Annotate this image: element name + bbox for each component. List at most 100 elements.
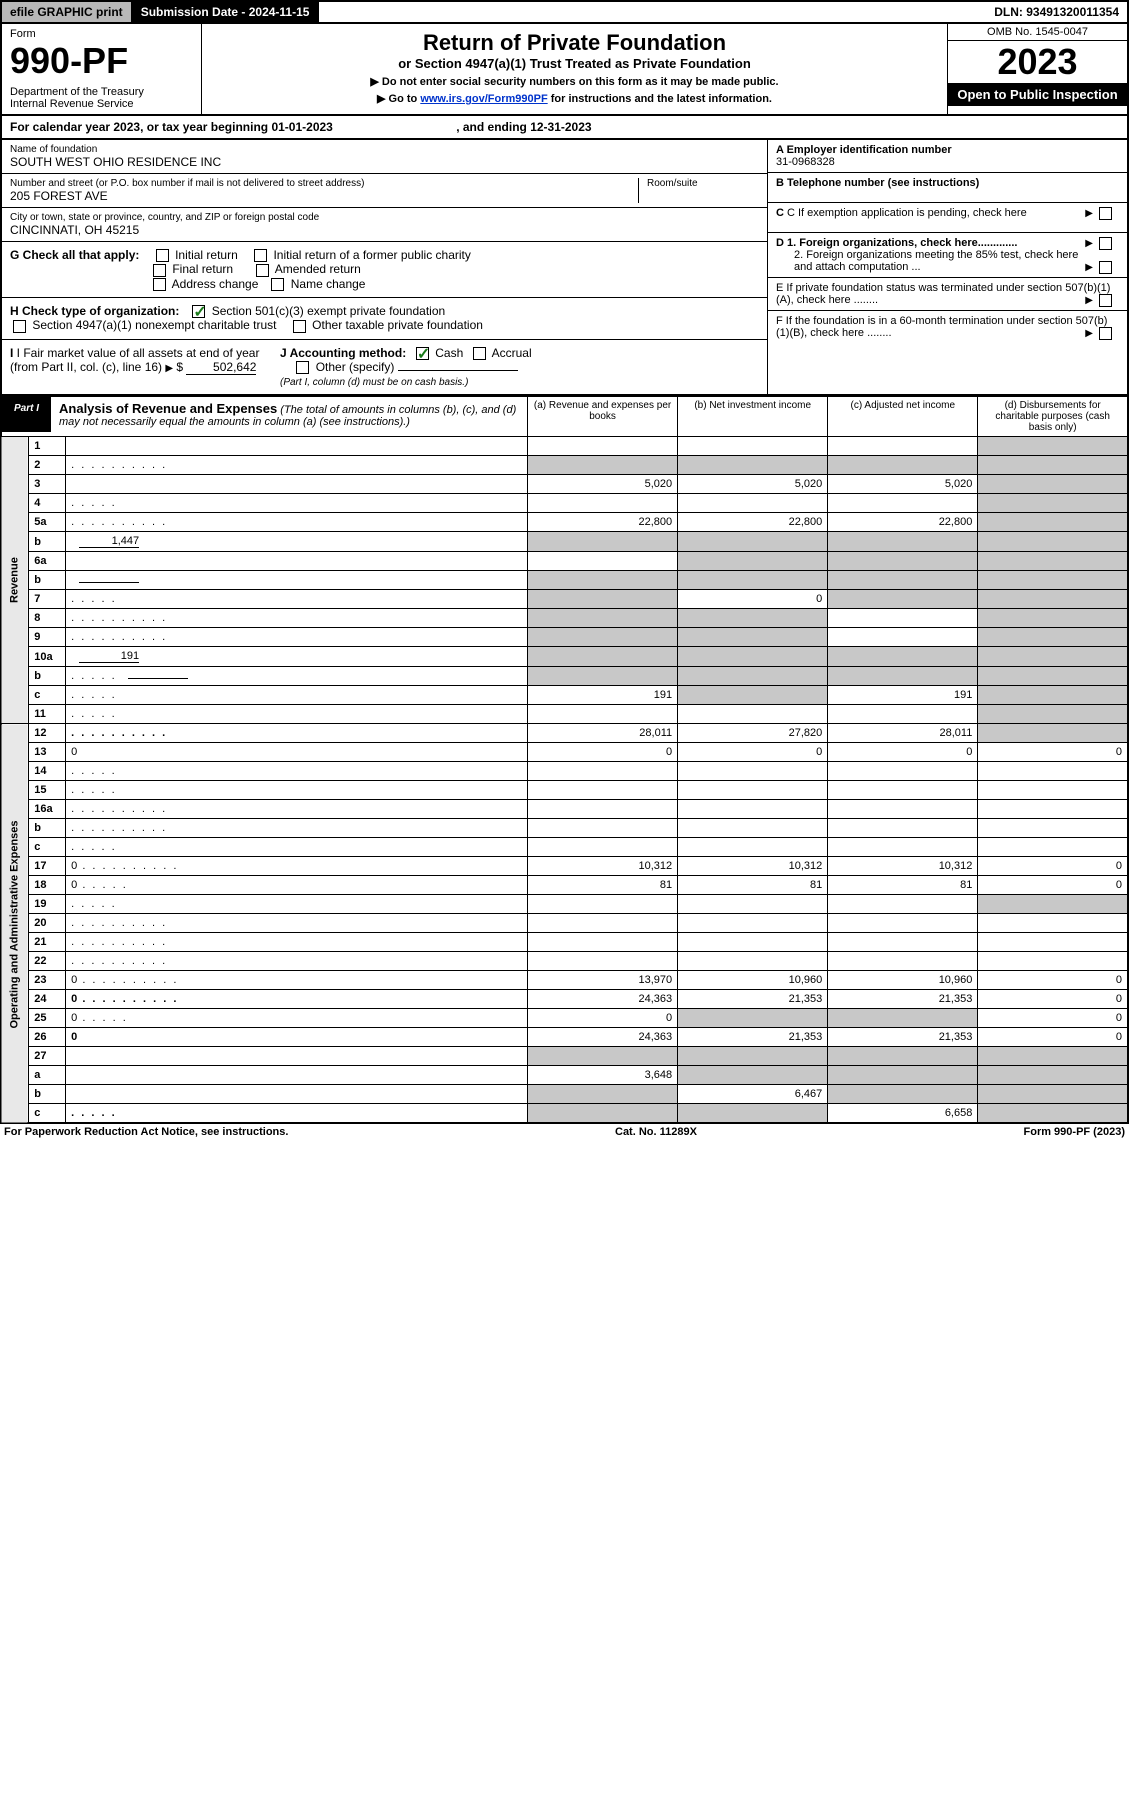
line-number: 11 <box>29 705 66 724</box>
value-cell <box>828 819 978 838</box>
d2-checkbox[interactable] <box>1099 261 1112 274</box>
initial-return-label: Initial return <box>175 248 238 262</box>
value-cell: 191 <box>828 686 978 705</box>
table-row: c191191 <box>1 686 1128 705</box>
e-checkbox[interactable] <box>1099 294 1112 307</box>
value-cell: 5,020 <box>678 475 828 494</box>
arrow-icon <box>1085 261 1093 273</box>
g-checks: G Check all that apply: Initial return I… <box>2 242 767 298</box>
efile-print-button[interactable]: efile GRAPHIC print <box>2 2 133 22</box>
line-number: 12 <box>29 724 66 743</box>
value-cell <box>978 456 1128 475</box>
table-row: 20 <box>1 914 1128 933</box>
h-label: H Check type of organization: <box>10 304 179 318</box>
revenue-side-label: Revenue <box>1 437 29 724</box>
value-cell <box>828 1066 978 1085</box>
address-cell: Number and street (or P.O. box number if… <box>10 178 639 203</box>
table-row: 1808181810 <box>1 876 1128 895</box>
value-cell: 24,363 <box>528 990 678 1009</box>
table-row: c <box>1 838 1128 857</box>
value-cell: 22,800 <box>678 513 828 532</box>
accrual-checkbox[interactable] <box>473 347 486 360</box>
table-row: 70 <box>1 590 1128 609</box>
amended-return-checkbox[interactable] <box>256 264 269 277</box>
line-number: c <box>29 686 66 705</box>
col-a-header: (a) Revenue and expenses per books <box>528 397 678 437</box>
calendar-year-row: For calendar year 2023, or tax year begi… <box>0 116 1129 140</box>
line-number: b <box>29 532 66 552</box>
value-cell <box>528 838 678 857</box>
col-c-header: (c) Adjusted net income <box>828 397 978 437</box>
value-cell <box>678 838 828 857</box>
value-cell: 6,467 <box>678 1085 828 1104</box>
header-left: Form 990-PF Department of the Treasury I… <box>2 24 202 114</box>
room-label: Room/suite <box>647 178 759 189</box>
value-cell <box>978 494 1128 513</box>
value-cell: 21,353 <box>828 990 978 1009</box>
ein-label: A Employer identification number <box>776 144 1119 156</box>
column-header-row: Part I Analysis of Revenue and Expenses … <box>1 397 1128 437</box>
value-cell: 27,820 <box>678 724 828 743</box>
line-number: 27 <box>29 1047 66 1066</box>
form-number: 990-PF <box>10 40 193 82</box>
room-cell: Room/suite <box>639 178 759 203</box>
value-cell <box>528 819 678 838</box>
initial-former-checkbox[interactable] <box>254 249 267 262</box>
arrow-icon <box>165 360 173 374</box>
line-number: 7 <box>29 590 66 609</box>
line-number: 14 <box>29 762 66 781</box>
4947-checkbox[interactable] <box>13 320 26 333</box>
col-d-header: (d) Disbursements for charitable purpose… <box>978 397 1128 437</box>
line-description <box>66 571 528 590</box>
value-cell <box>978 914 1128 933</box>
table-row: 4 <box>1 494 1128 513</box>
value-cell <box>528 667 678 686</box>
c-checkbox[interactable] <box>1099 207 1112 220</box>
value-cell <box>828 1085 978 1104</box>
d2-label: 2. Foreign organizations meeting the 85%… <box>794 249 1078 273</box>
501c3-label: Section 501(c)(3) exempt private foundat… <box>212 304 445 318</box>
d1-checkbox[interactable] <box>1099 237 1112 250</box>
line-number: 20 <box>29 914 66 933</box>
name-change-checkbox[interactable] <box>271 278 284 291</box>
value-cell <box>528 456 678 475</box>
line-number: 5a <box>29 513 66 532</box>
line-number: 1 <box>29 437 66 456</box>
f-checkbox[interactable] <box>1099 327 1112 340</box>
value-cell: 21,353 <box>828 1028 978 1047</box>
value-cell <box>978 609 1128 628</box>
value-cell <box>978 781 1128 800</box>
value-cell <box>978 933 1128 952</box>
final-return-checkbox[interactable] <box>153 264 166 277</box>
line-number: 26 <box>29 1028 66 1047</box>
value-cell <box>828 494 978 513</box>
cash-checkbox[interactable] <box>416 347 429 360</box>
value-cell: 10,312 <box>828 857 978 876</box>
other-taxable-checkbox[interactable] <box>293 320 306 333</box>
value-cell <box>828 762 978 781</box>
value-cell <box>978 475 1128 494</box>
form990pf-link[interactable]: www.irs.gov/Form990PF <box>420 93 547 105</box>
501c3-checkbox[interactable] <box>192 305 205 318</box>
table-row: 17010,31210,31210,3120 <box>1 857 1128 876</box>
line-description <box>66 437 528 456</box>
table-row: 19 <box>1 895 1128 914</box>
line-number: 19 <box>29 895 66 914</box>
entity-info: Name of foundation SOUTH WEST OHIO RESID… <box>0 140 1129 396</box>
f-label: F If the foundation is in a 60-month ter… <box>776 315 1107 339</box>
line-description <box>66 609 528 628</box>
city-value: CINCINNATI, OH 45215 <box>10 223 759 237</box>
initial-return-checkbox[interactable] <box>156 249 169 262</box>
other-specify-field[interactable] <box>398 370 518 371</box>
value-cell <box>828 456 978 475</box>
value-cell <box>528 437 678 456</box>
form-header: Form 990-PF Department of the Treasury I… <box>0 24 1129 116</box>
value-cell <box>678 609 828 628</box>
value-cell <box>978 800 1128 819</box>
address-change-checkbox[interactable] <box>153 278 166 291</box>
value-cell <box>678 762 828 781</box>
address-row: Number and street (or P.O. box number if… <box>2 174 767 208</box>
value-cell: 3,648 <box>528 1066 678 1085</box>
value-cell <box>828 838 978 857</box>
other-method-checkbox[interactable] <box>296 361 309 374</box>
